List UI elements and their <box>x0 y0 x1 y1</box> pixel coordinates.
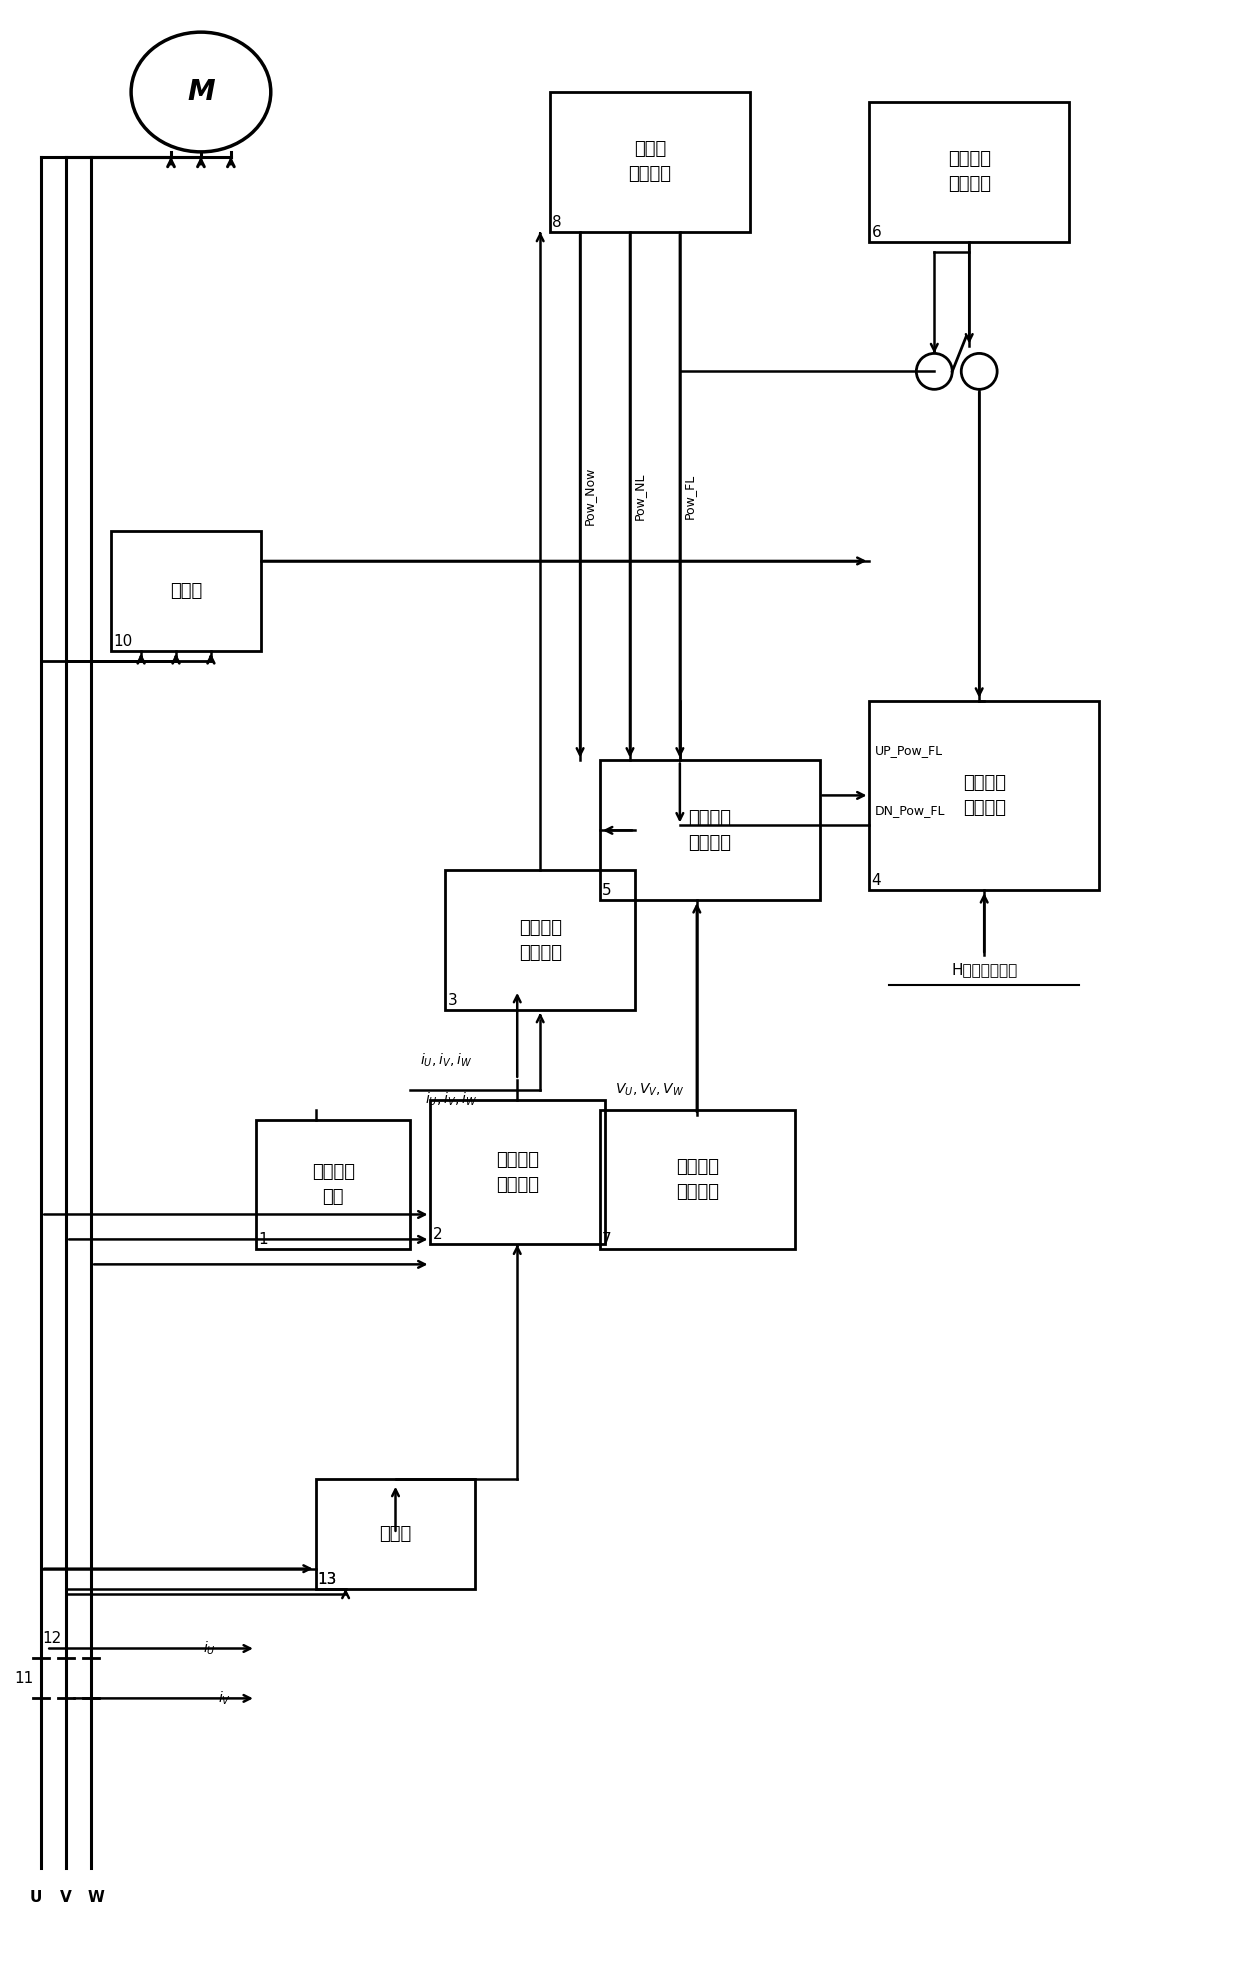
Bar <box>869 102 1069 242</box>
Text: M: M <box>187 79 215 106</box>
Text: 11: 11 <box>14 1671 33 1687</box>
Bar <box>316 1478 475 1589</box>
Text: 控制柜: 控制柜 <box>170 582 202 600</box>
Text: 12: 12 <box>42 1632 61 1646</box>
Text: W: W <box>88 1891 104 1905</box>
Bar <box>112 531 260 651</box>
Text: 锁相环: 锁相环 <box>379 1526 412 1543</box>
Text: 13: 13 <box>317 1571 337 1587</box>
Text: Pow_FL: Pow_FL <box>683 474 696 519</box>
Text: 5: 5 <box>603 883 611 898</box>
Text: DN_Pow_FL: DN_Pow_FL <box>874 804 945 818</box>
Text: 10: 10 <box>113 633 133 649</box>
Text: U: U <box>30 1891 42 1905</box>
Text: 负载率
运算模块: 负载率 运算模块 <box>629 140 671 183</box>
Text: $i_U, i_V, i_W$: $i_U, i_V, i_W$ <box>420 1052 472 1070</box>
Text: 运行方向
判断模块: 运行方向 判断模块 <box>947 149 991 193</box>
Text: 居巧分配
调速模块: 居巧分配 调速模块 <box>688 808 732 851</box>
Text: Pow_NL: Pow_NL <box>632 472 646 519</box>
Text: $i_U, i_V, i_W$: $i_U, i_V, i_W$ <box>425 1091 477 1109</box>
Text: 4: 4 <box>872 873 882 889</box>
Text: 负载功率
运算模块: 负载功率 运算模块 <box>962 775 1006 818</box>
Text: 2: 2 <box>433 1227 441 1243</box>
Text: 1: 1 <box>258 1233 268 1246</box>
Bar <box>600 761 820 900</box>
Text: $i_V$: $i_V$ <box>218 1689 231 1706</box>
Text: 13: 13 <box>317 1571 337 1587</box>
Text: $V_U, V_V, V_W$: $V_U, V_V, V_W$ <box>615 1081 684 1097</box>
Text: 3: 3 <box>448 993 458 1009</box>
Text: 电压估计
检测模块: 电压估计 检测模块 <box>496 1150 539 1193</box>
Bar <box>600 1109 795 1250</box>
Text: $i_U$: $i_U$ <box>203 1640 216 1657</box>
Text: Pow_Now: Pow_Now <box>583 466 596 525</box>
Text: H（提升高度）: H（提升高度） <box>951 963 1017 977</box>
Text: 空载检测
判断模块: 空载检测 判断模块 <box>676 1158 719 1201</box>
Bar <box>869 700 1099 891</box>
Text: UP_Pow_FL: UP_Pow_FL <box>874 743 942 757</box>
Text: V: V <box>61 1891 72 1905</box>
Text: 当前功率
运算模块: 当前功率 运算模块 <box>518 918 562 961</box>
Text: 电流检测
模块: 电流检测 模块 <box>311 1164 355 1205</box>
Bar <box>430 1099 605 1244</box>
Text: 8: 8 <box>552 214 562 230</box>
Text: 6: 6 <box>872 224 882 240</box>
Bar <box>255 1121 410 1250</box>
Bar <box>445 871 635 1011</box>
Bar <box>551 92 750 232</box>
Text: 7: 7 <box>603 1233 611 1246</box>
